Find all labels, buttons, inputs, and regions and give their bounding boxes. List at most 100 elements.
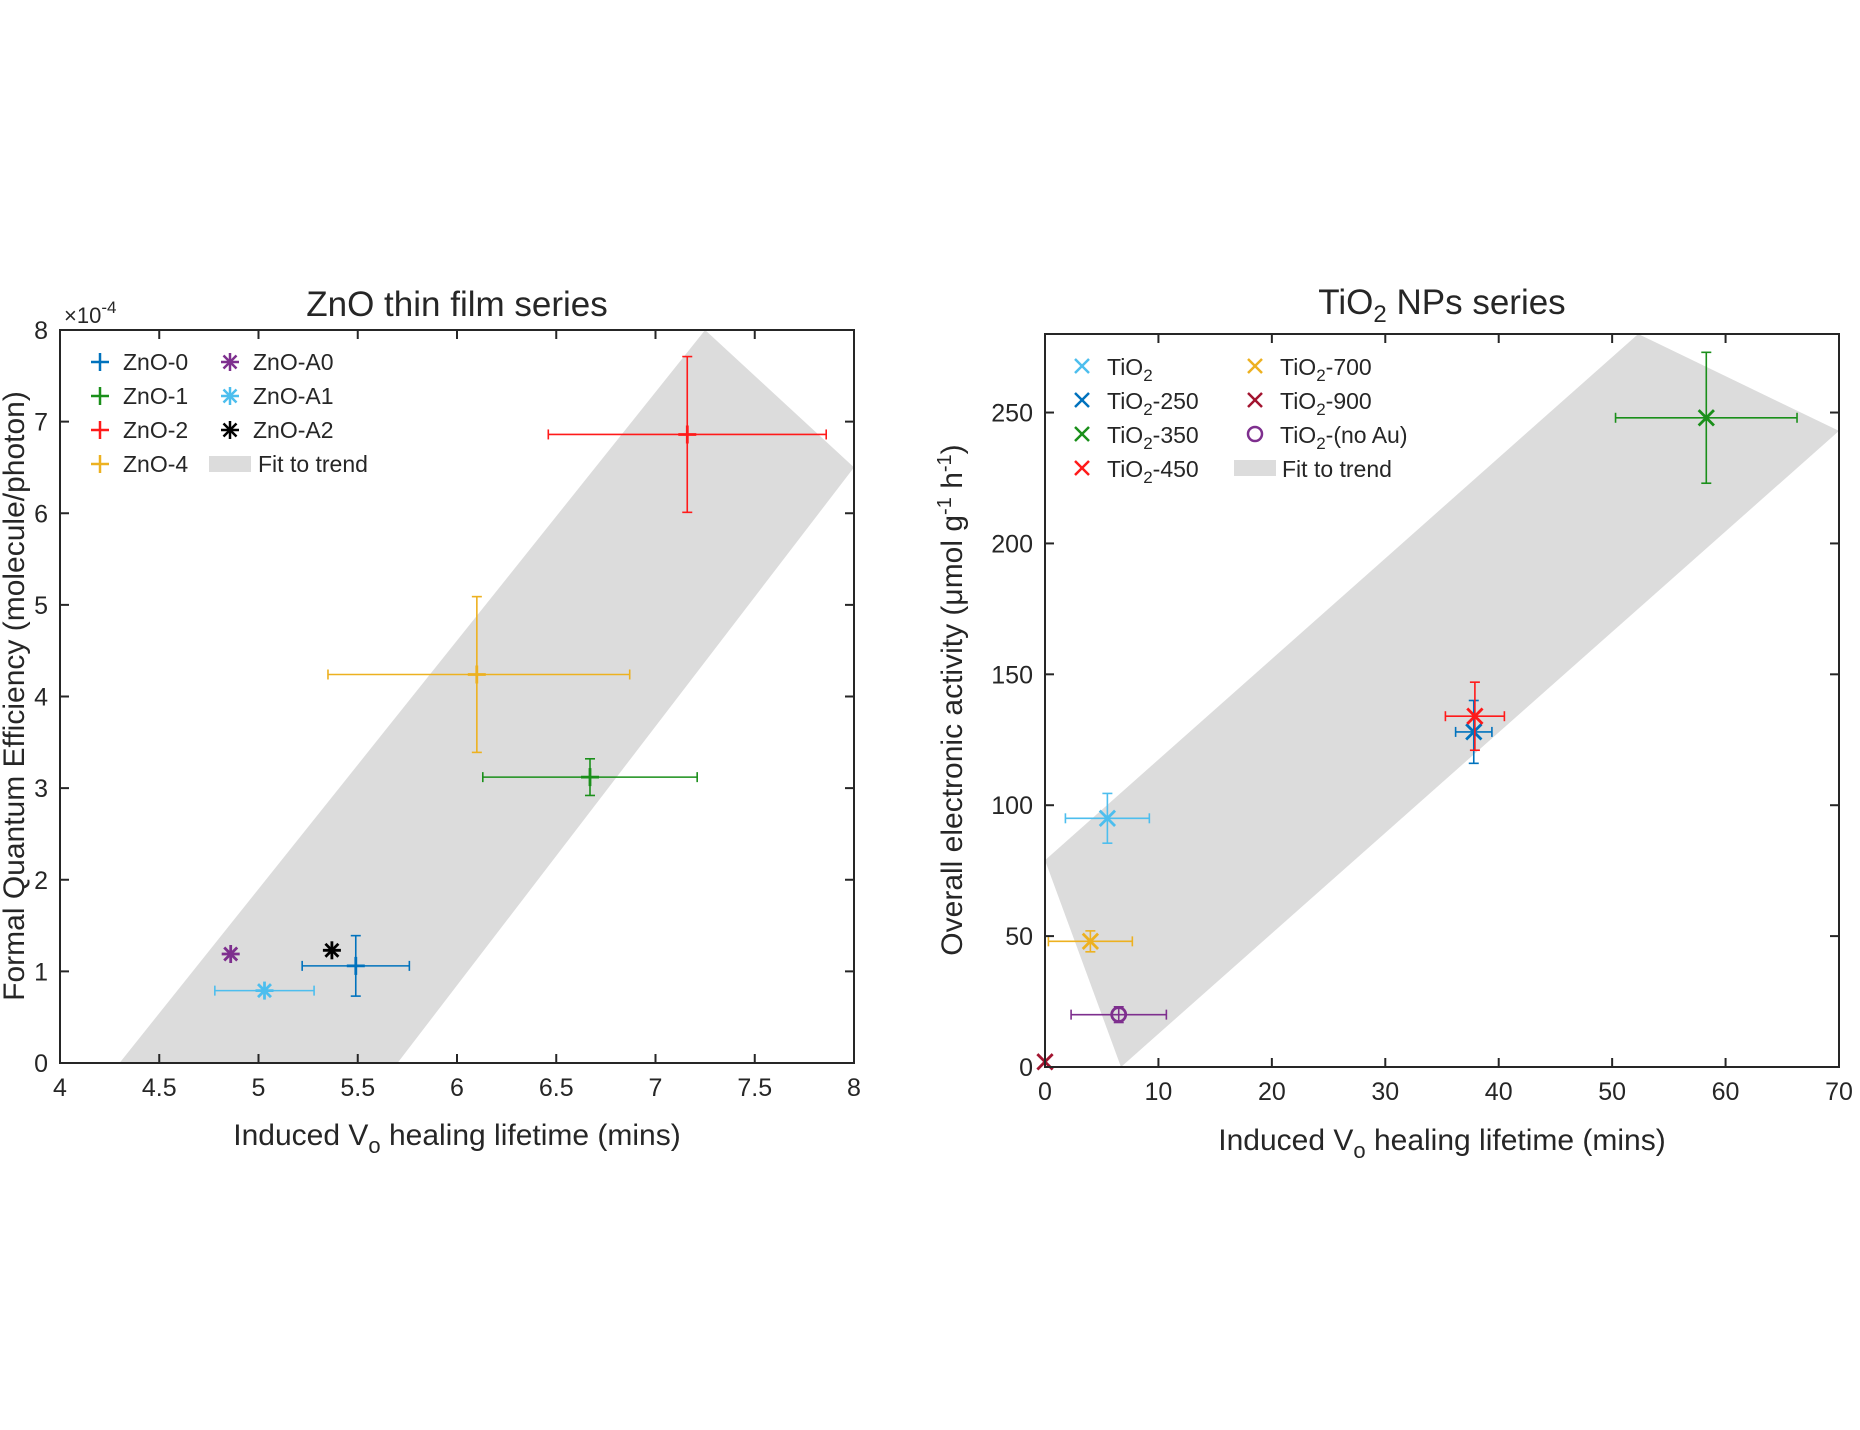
data-points bbox=[214, 355, 828, 1000]
legend-marker bbox=[1246, 425, 1264, 443]
data-point-zno-4 bbox=[327, 595, 631, 754]
legend-item-tio2-700: TiO2-700 bbox=[1247, 354, 1372, 385]
x-tick-label: 5.5 bbox=[340, 1074, 375, 1102]
marker bbox=[581, 768, 599, 787]
legend-item-tio2: TiO2 bbox=[1074, 354, 1153, 385]
legend-item-fit-to-trend: Fit to trend bbox=[1234, 456, 1392, 482]
legend-marker bbox=[91, 421, 109, 439]
zno-chart: 4 4.5 5 5.5 6 6.5 7 7.5 8 0 1 2 3 4 5 6 7 8 ZnO thin fil… bbox=[0, 285, 861, 1158]
y-exponent-label: ×10-4 bbox=[64, 298, 116, 328]
legend-swatch bbox=[1234, 460, 1276, 476]
legend-label: TiO2 bbox=[1107, 354, 1153, 385]
legend-label: ZnO-0 bbox=[123, 349, 188, 375]
y-tick-label: 3 bbox=[34, 775, 48, 803]
legend-label: TiO2-900 bbox=[1280, 388, 1372, 419]
legend-item-zno-a0: ZnO-A0 bbox=[221, 349, 334, 375]
y-tick-label: 250 bbox=[991, 400, 1033, 428]
data-point-zno-a1 bbox=[214, 981, 315, 1000]
x-tick-label: 0 bbox=[1038, 1078, 1052, 1106]
x-tick-label: 4.5 bbox=[142, 1074, 177, 1102]
y-tick-label: 50 bbox=[1005, 923, 1033, 951]
legend-item-tio2-450: TiO2-450 bbox=[1074, 456, 1199, 487]
legend-marker bbox=[91, 455, 109, 473]
legend-label: ZnO-2 bbox=[123, 417, 188, 443]
marker bbox=[1697, 409, 1715, 427]
x-tick-label: 50 bbox=[1598, 1078, 1626, 1106]
legend-marker bbox=[91, 353, 109, 371]
fit-band bbox=[119, 330, 854, 1063]
y-tick-label: 0 bbox=[1019, 1054, 1033, 1082]
legend-item-zno-2: ZnO-2 bbox=[91, 417, 188, 443]
legend-label: ZnO-A2 bbox=[253, 417, 334, 443]
data-point-tio2-350 bbox=[1614, 351, 1798, 485]
legend-marker bbox=[1247, 358, 1263, 374]
chart-title: ZnO thin film series bbox=[306, 285, 607, 324]
legend-label: ZnO-A0 bbox=[253, 349, 334, 375]
legend-label: ZnO-1 bbox=[123, 383, 188, 409]
marker bbox=[1098, 809, 1117, 827]
legend-item-zno-0: ZnO-0 bbox=[91, 349, 188, 375]
x-tick-label: 4 bbox=[53, 1074, 67, 1102]
marker bbox=[221, 945, 240, 963]
tick-marks bbox=[1044, 334, 1840, 1068]
legend-label: TiO2-(no Au) bbox=[1280, 422, 1408, 453]
legend-marker bbox=[1074, 392, 1090, 408]
marker bbox=[1110, 1006, 1128, 1023]
legend-marker bbox=[1247, 392, 1263, 408]
marker bbox=[322, 941, 341, 960]
legend-swatch bbox=[209, 456, 251, 472]
x-tick-label: 60 bbox=[1712, 1078, 1740, 1106]
y-axis-label: Formal Quantum Efficiency (molecule/phot… bbox=[0, 391, 31, 1001]
x-tick-label: 20 bbox=[1258, 1078, 1286, 1106]
x-tick-label: 40 bbox=[1485, 1078, 1513, 1106]
y-tick-label: 8 bbox=[34, 317, 48, 345]
legend-marker bbox=[221, 387, 239, 405]
legend-label: TiO2-250 bbox=[1107, 388, 1199, 419]
marker bbox=[1465, 723, 1483, 741]
legend-marker bbox=[1074, 426, 1090, 442]
x-tick-labels: 4 4.5 5 5.5 6 6.5 7 7.5 8 bbox=[53, 1074, 861, 1102]
x-tick-label: 7 bbox=[649, 1074, 663, 1102]
marker bbox=[346, 956, 365, 975]
y-tick-label: 100 bbox=[991, 792, 1033, 820]
marker bbox=[255, 981, 274, 1000]
legend-label: TiO2-350 bbox=[1107, 422, 1199, 453]
chart-title: TiO2 NPs series bbox=[1318, 283, 1565, 328]
legend-label: TiO2-700 bbox=[1280, 354, 1372, 385]
x-tick-label: 10 bbox=[1145, 1078, 1173, 1106]
y-tick-label: 2 bbox=[34, 867, 48, 895]
legend-marker bbox=[1074, 460, 1090, 476]
y-tick-labels: 0 50 100 150 200 250 bbox=[991, 400, 1033, 1082]
legend-label: TiO2-450 bbox=[1107, 456, 1199, 487]
legend-item-tio2-350: TiO2-350 bbox=[1074, 422, 1199, 453]
y-tick-label: 200 bbox=[991, 530, 1033, 558]
x-tick-label: 8 bbox=[847, 1074, 861, 1102]
x-axis-label: Induced Vo healing lifetime (mins) bbox=[1218, 1124, 1665, 1163]
legend: TiO2 TiO2-250 TiO2-350 TiO2-450 TiO2-700… bbox=[1074, 354, 1408, 487]
x-axis-label: Induced Vo healing lifetime (mins) bbox=[233, 1119, 680, 1158]
data-point-zno-0 bbox=[301, 934, 411, 997]
plot-frame bbox=[1044, 333, 1840, 1068]
legend-label: Fit to trend bbox=[258, 451, 368, 477]
marker bbox=[678, 425, 697, 444]
data-point-tio2-700 bbox=[1047, 930, 1134, 953]
data-point-tio2-no-au bbox=[1070, 1005, 1168, 1024]
legend-item-zno-a1: ZnO-A1 bbox=[221, 383, 334, 409]
legend-label: ZnO-A1 bbox=[253, 383, 334, 409]
x-tick-labels: 0 10 20 30 40 50 60 70 bbox=[1038, 1078, 1853, 1106]
data-point-zno-1 bbox=[482, 758, 698, 797]
legend-marker bbox=[1074, 358, 1090, 374]
legend-item-fit-to-trend: Fit to trend bbox=[209, 451, 368, 477]
marker bbox=[1466, 707, 1484, 725]
legend-label: ZnO-4 bbox=[123, 451, 188, 477]
x-tick-label: 6 bbox=[450, 1074, 464, 1102]
marker bbox=[1081, 932, 1100, 950]
legend-item-zno-4: ZnO-4 bbox=[91, 451, 188, 477]
legend-marker bbox=[221, 421, 239, 439]
data-point-zno-a2 bbox=[322, 941, 341, 960]
x-tick-label: 70 bbox=[1825, 1078, 1853, 1106]
y-tick-labels: 0 1 2 3 4 5 6 7 8 bbox=[34, 317, 48, 1078]
x-tick-label: 5 bbox=[252, 1074, 266, 1102]
legend-item-zno-1: ZnO-1 bbox=[91, 383, 188, 409]
